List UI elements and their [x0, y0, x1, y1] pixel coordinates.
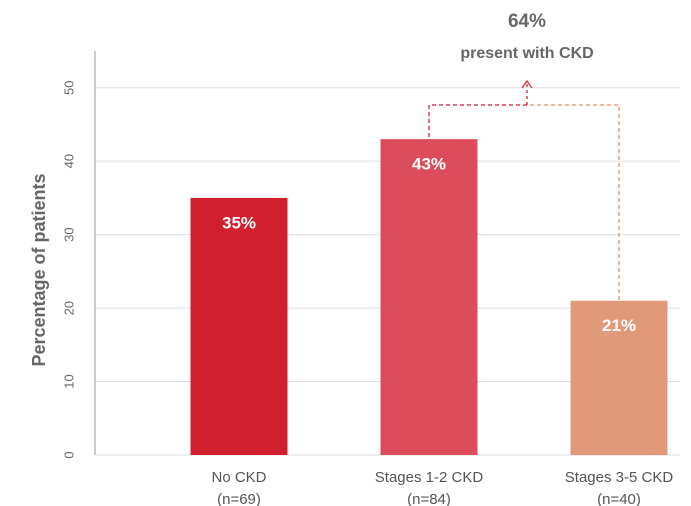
y-tick-label: 10: [61, 374, 76, 388]
y-tick-label: 50: [61, 80, 76, 94]
y-axis-label: Percentage of patients: [29, 173, 49, 366]
annotation-value: 64%: [508, 11, 546, 32]
bar: [190, 197, 288, 455]
bar: [380, 139, 478, 456]
value-label: 43%: [412, 155, 446, 174]
x-tick-note: (n=69): [217, 491, 261, 506]
x-tick-label: Stages 1-2 CKD: [375, 469, 484, 486]
x-tick-label: No CKD: [211, 469, 266, 486]
y-tick-label: 30: [61, 227, 76, 241]
x-tick-label: Stages 3-5 CKD: [565, 469, 674, 486]
bar: [570, 300, 668, 455]
arrow-head: [521, 79, 533, 89]
y-tick-label: 40: [61, 154, 76, 168]
value-label: 35%: [222, 213, 256, 232]
connector: [527, 104, 620, 300]
y-tick-label: 20: [61, 301, 76, 315]
x-tick-note: (n=40): [597, 491, 641, 506]
value-label: 21%: [602, 316, 636, 335]
x-tick-note: (n=84): [407, 491, 451, 506]
annotation-text: present with CKD: [460, 45, 593, 62]
connector: [428, 104, 527, 137]
y-tick-label: 0: [61, 451, 76, 458]
